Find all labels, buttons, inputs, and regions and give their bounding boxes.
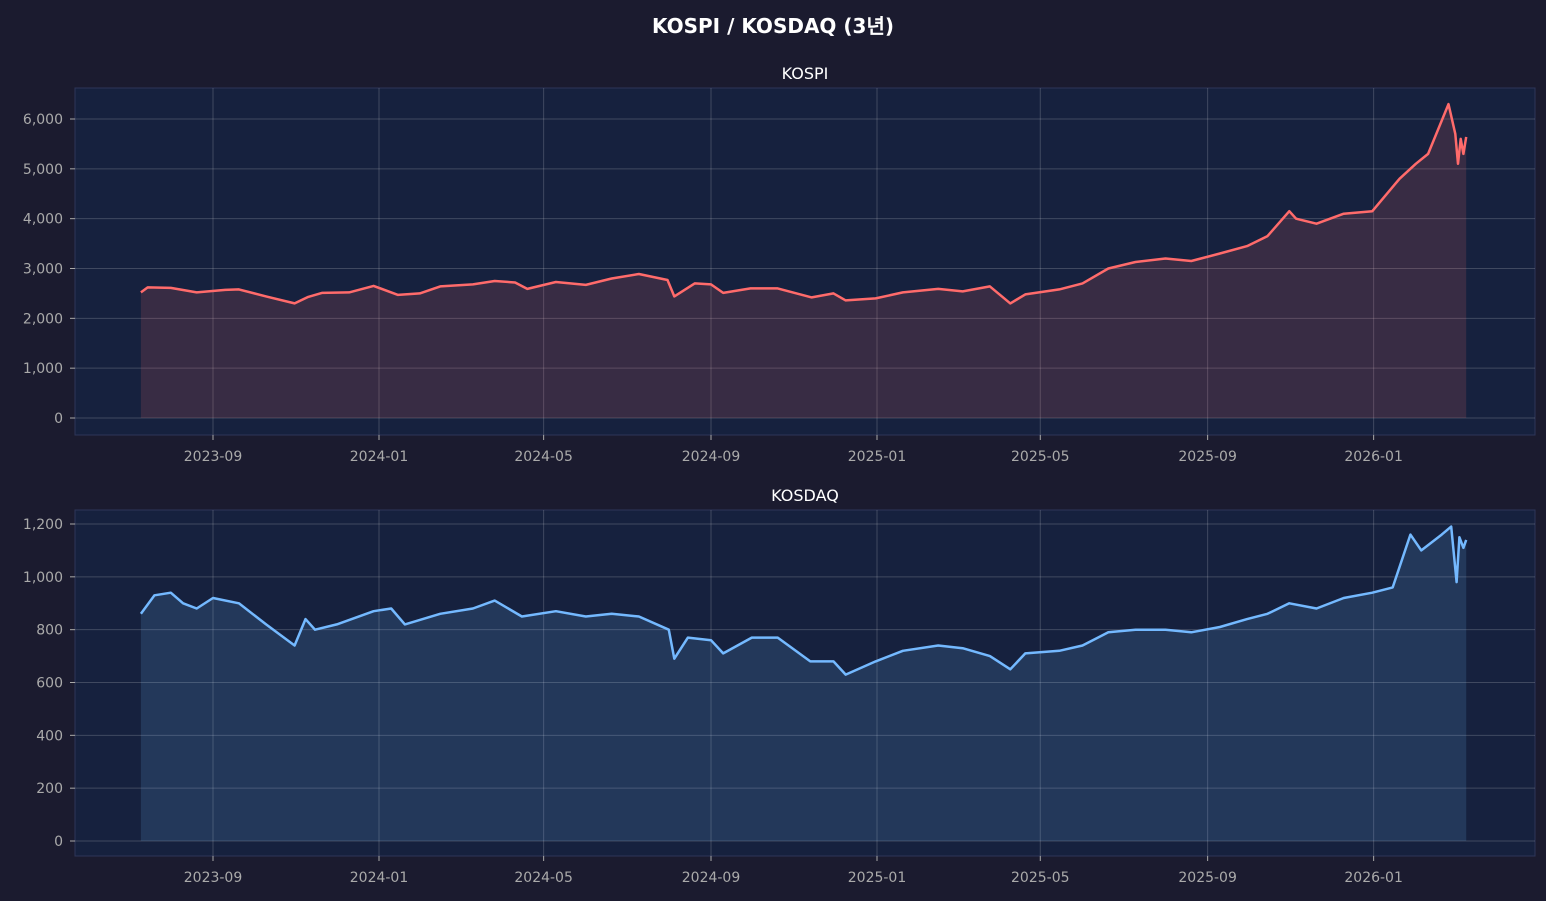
y-tick-label: 3,000 [23,262,63,278]
y-tick-label: 200 [36,781,63,797]
x-tick-label: 2024-05 [514,449,573,465]
kospi-area-fill [140,104,1467,418]
y-tick-label: 6,000 [23,112,63,128]
x-tick-label: 2025-05 [1011,870,1070,886]
y-tick-label: 0 [54,834,63,850]
kospi-line [140,102,1468,305]
figure-title: KOSPI / KOSDAQ (3년) [652,14,894,38]
kosdaq-panel: KOSDAQ 0 200 400 600 800 1,000 1,200 2023-09 2024… [23,486,1536,886]
y-tick-label: 1,000 [23,361,63,377]
x-tick-label: 2025-09 [1178,870,1237,886]
x-tick-label: 2024-09 [682,870,741,886]
y-tick-label: 5,000 [23,162,63,178]
x-tick-label: 2025-01 [848,870,907,886]
y-tick-label: 4,000 [23,212,63,228]
y-tick-label: 1,000 [23,570,63,586]
kospi-plot-area [74,87,1536,436]
x-tick-label: 2024-05 [514,870,573,886]
kospi-panel: KOSPI 0 1,000 2,000 3,000 4,000 5,000 6,000 2023… [23,64,1536,465]
x-tick-label: 2026-01 [1344,870,1403,886]
x-tick-label: 2025-09 [1178,449,1237,465]
y-tick-label: 0 [54,411,63,427]
x-tick-label: 2023-09 [184,870,243,886]
kosdaq-line [139,525,1468,676]
kosdaq-area-fill [140,526,1467,841]
x-tick-label: 2025-05 [1011,449,1070,465]
y-tick-label: 1,200 [23,517,63,533]
x-tick-label: 2024-01 [350,870,409,886]
x-tick-label: 2024-09 [682,449,741,465]
y-tick-label: 600 [36,676,63,692]
y-tick-label: 400 [36,728,63,744]
x-tick-label: 2024-01 [350,449,409,465]
kospi-title: KOSPI [782,64,829,83]
y-tick-label: 800 [36,623,63,639]
x-tick-label: 2026-01 [1344,449,1403,465]
kosdaq-plot-area [74,509,1536,857]
y-tick-label: 2,000 [23,311,63,327]
x-tick-label: 2023-09 [184,449,243,465]
x-tick-label: 2025-01 [848,449,907,465]
kosdaq-title: KOSDAQ [771,486,839,505]
